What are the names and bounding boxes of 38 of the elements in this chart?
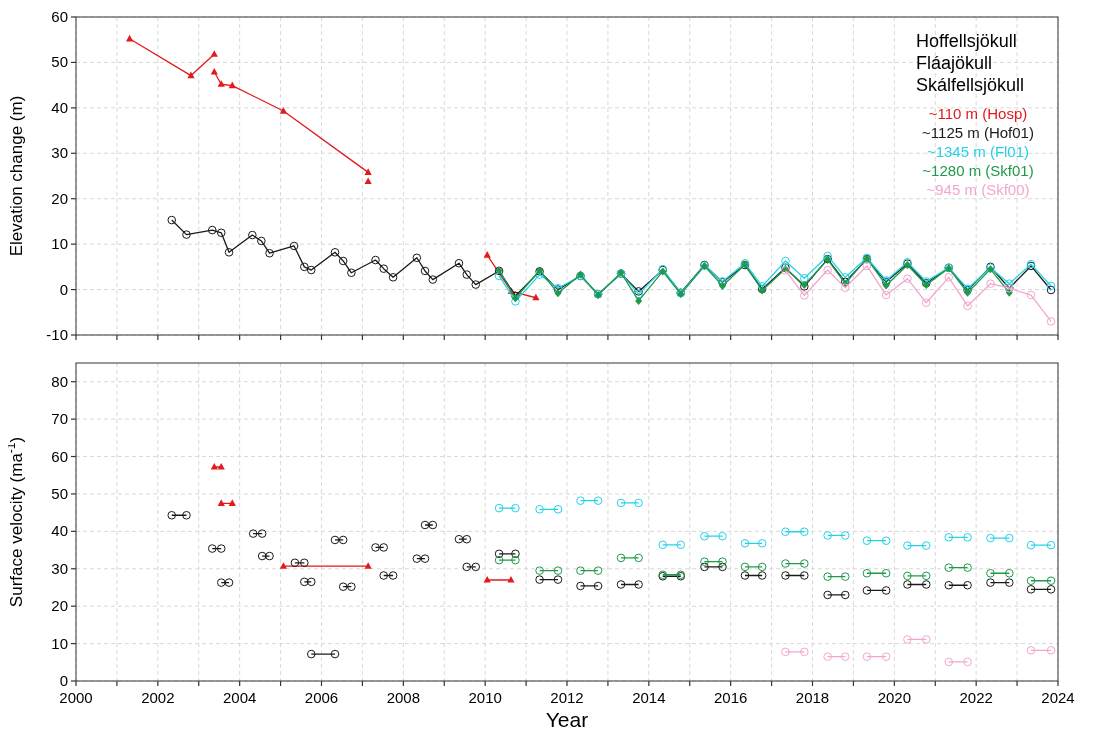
y-tick-label: 40 xyxy=(51,522,68,540)
y-tick-label: 60 xyxy=(51,447,68,465)
x-tick-label: 2002 xyxy=(141,689,175,706)
y-tick-label: 0 xyxy=(59,672,68,689)
x-axis-title: Year xyxy=(545,708,589,731)
x-tick-label: 2024 xyxy=(1041,689,1075,706)
x-tick-label: 2000 xyxy=(59,689,93,706)
y-tick-label: 10 xyxy=(51,634,68,652)
y-tick-label: 80 xyxy=(51,372,68,390)
y-tick-label: 20 xyxy=(51,189,68,207)
text: ~1280 m (Skf01) xyxy=(922,162,1034,179)
x-tick-label: 2014 xyxy=(632,689,666,706)
x-tick-label: 2020 xyxy=(877,689,912,706)
text: ~1345 m (Fl01) xyxy=(926,143,1030,160)
text: ~945 m (Skf00) xyxy=(926,181,1030,198)
y-tick-label: 30 xyxy=(51,559,68,577)
y-tick-label: -10 xyxy=(46,326,68,343)
legend-title: Hoffellsjökull Fláajökull Skálfellsjökull xyxy=(916,31,1025,95)
x-tick-label: 2018 xyxy=(795,689,830,706)
y-tick-label: 0 xyxy=(59,280,68,298)
x-tick-label: 2010 xyxy=(468,689,502,706)
y-axis-title: Elevation change (m) xyxy=(7,95,26,257)
y-tick-label: 30 xyxy=(51,144,68,162)
x-tick-label: 2008 xyxy=(386,689,421,706)
x-tick-label: 2004 xyxy=(222,689,257,706)
x-tick-label: 2012 xyxy=(550,689,584,706)
y-tick-label: 50 xyxy=(51,53,68,71)
x-tick-label: 2016 xyxy=(713,689,748,706)
y-tick-label: 10 xyxy=(51,235,68,253)
x-tick-label: 2006 xyxy=(304,689,339,706)
y-tick-label: 50 xyxy=(51,484,68,502)
y-tick-label: 40 xyxy=(51,98,68,116)
y-tick-label: 70 xyxy=(51,410,68,428)
x-tick-label: 2022 xyxy=(959,689,993,706)
text: ~110 m (Hosp) xyxy=(928,105,1028,122)
y-tick-label: 60 xyxy=(51,8,68,25)
text: ~1125 m (Hof01) xyxy=(922,124,1034,141)
y-tick-label: 20 xyxy=(51,597,68,615)
